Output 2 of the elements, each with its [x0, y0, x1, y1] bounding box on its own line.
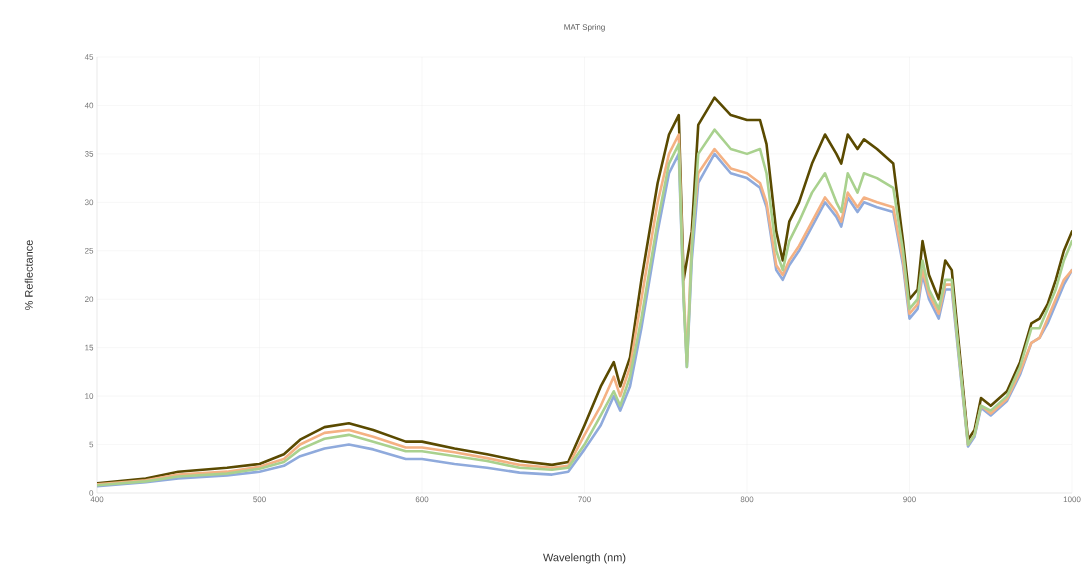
y-axis-title: % Reflectance — [24, 240, 33, 310]
x-axis-title: Wavelength (nm) — [543, 553, 626, 564]
